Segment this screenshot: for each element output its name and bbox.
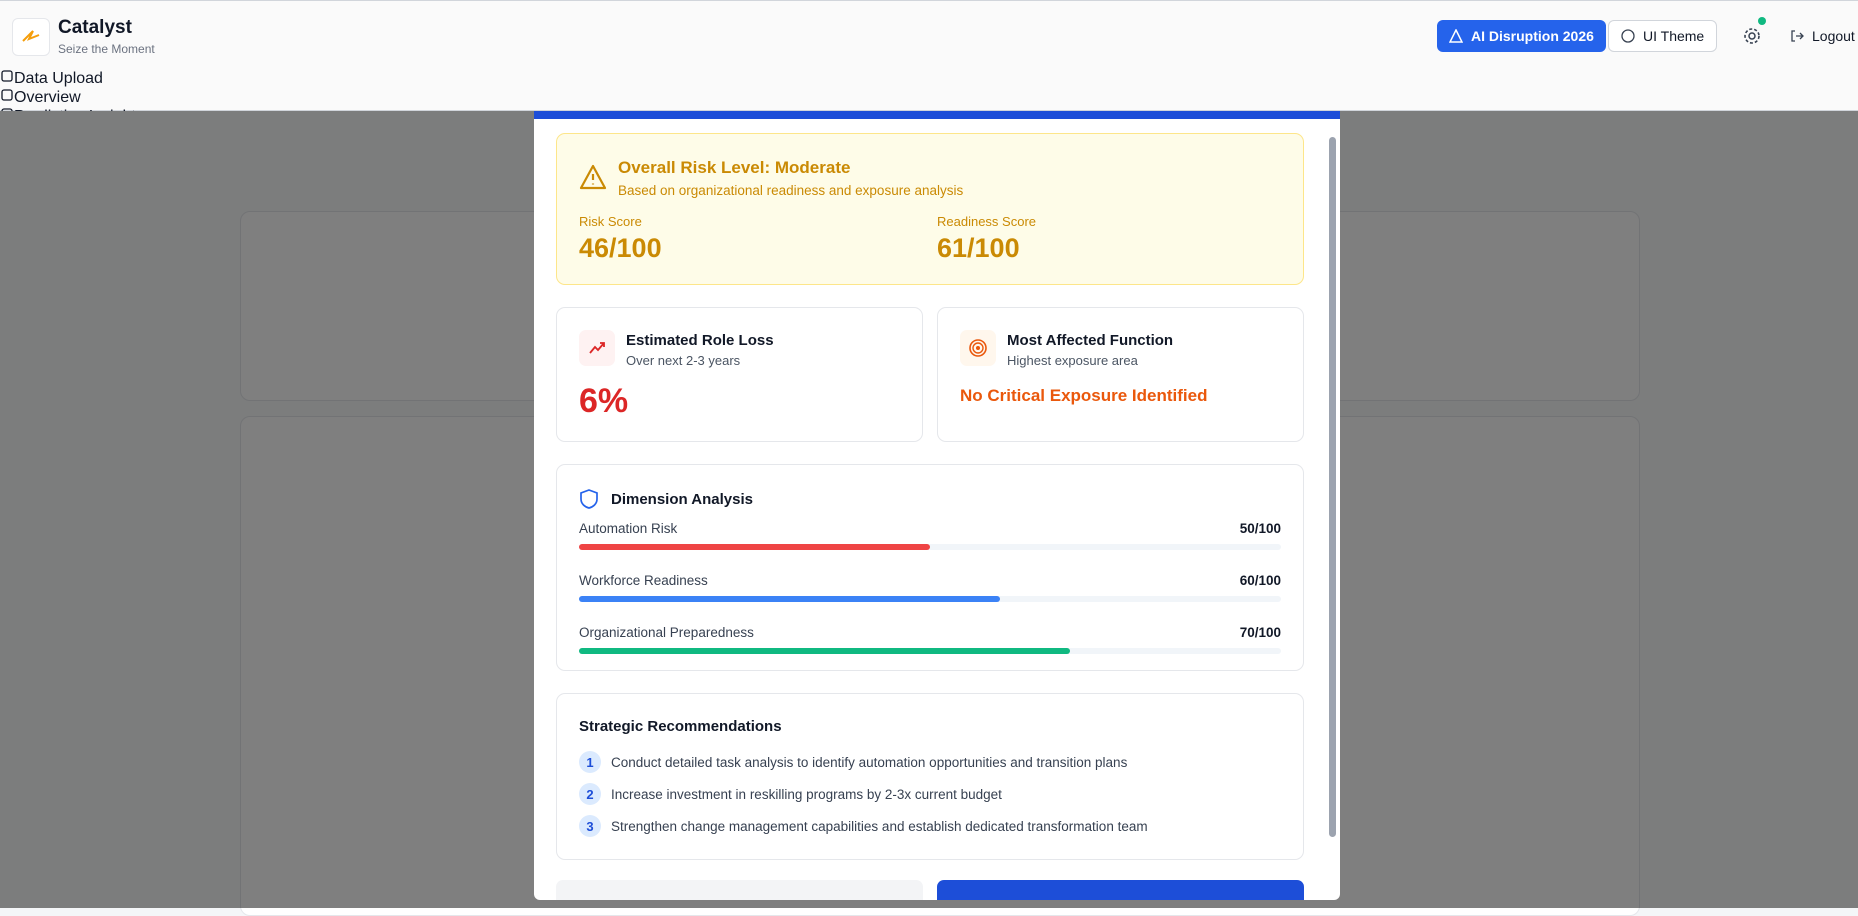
card-subtitle: Over next 2-3 years: [626, 353, 741, 368]
affected-value: No Critical Exposure Identified: [960, 386, 1208, 405]
target-icon: [969, 339, 987, 357]
logout-button[interactable]: Logout: [1778, 20, 1858, 52]
rec-number: 1: [579, 751, 601, 773]
card-title: Strategic Recommendations: [579, 718, 782, 735]
rec-text: Conduct detailed task analysis to identi…: [611, 754, 1128, 770]
rec-text: Increase investment in reskilling progra…: [611, 786, 1002, 802]
shield-icon: [580, 489, 598, 509]
app-name: Catalyst: [58, 17, 132, 38]
bar-fill: [579, 648, 1071, 654]
bar-track: [579, 544, 1281, 550]
tab[interactable]: Data Upload: [0, 69, 1858, 88]
header: Catalyst Seize the Moment AI Disruption …: [0, 0, 1858, 69]
palette-icon: [1621, 29, 1635, 43]
tab[interactable]: Overview: [0, 88, 1858, 107]
icon-box: [579, 330, 615, 366]
score-value: 46/100: [579, 233, 662, 263]
card-title: Estimated Role Loss: [626, 332, 774, 349]
dimension-card: Dimension Analysis Automation Risk 50/100…: [556, 464, 1304, 671]
tab-label: Overview: [14, 89, 81, 106]
dimension-value: 50/100: [1239, 521, 1281, 536]
tab-icon: [1, 70, 13, 82]
modal: Overall Risk Level: Moderate Based on or…: [534, 111, 1340, 900]
score-label: Readiness Score: [937, 214, 1036, 229]
scroll-thumb[interactable]: [1329, 137, 1336, 837]
dimension-header: Workforce Readiness 60/100: [579, 573, 1281, 588]
dimension-header: Automation Risk 50/100: [579, 521, 1281, 536]
role-loss-card: Estimated Role Loss Over next 2-3 years …: [556, 307, 923, 442]
button-label: UI Theme: [1643, 28, 1705, 44]
rec-number: 3: [579, 815, 601, 837]
button-label: Logout: [1812, 28, 1855, 44]
ai-disruption-button[interactable]: AI Disruption 2026: [1437, 20, 1606, 52]
ui-theme-button[interactable]: UI Theme: [1608, 20, 1718, 52]
card-title: Dimension Analysis: [611, 490, 753, 508]
dimension-name: Organizational Preparedness: [579, 625, 754, 640]
score-label: Risk Score: [579, 214, 642, 229]
tab-bar: Data UploadOverviewPredictive InsightsSc…: [0, 69, 1858, 163]
dimension-row: Automation Risk 50/100: [579, 521, 1281, 550]
gear-icon: [1744, 28, 1760, 44]
button-label: AI Disruption 2026: [1471, 28, 1594, 44]
dimension-value: 60/100: [1239, 573, 1281, 588]
risk-title: Overall Risk Level: Moderate: [618, 158, 851, 177]
bar-fill: [579, 596, 1001, 602]
bar-fill: [579, 544, 930, 550]
logout-icon: [1791, 30, 1804, 42]
icon-box: [960, 330, 996, 366]
affected-function-card: Most Affected Function Highest exposure …: [937, 307, 1304, 442]
rec-text: Strengthen change management capabilitie…: [611, 818, 1148, 834]
recommendation: 1 Conduct detailed task analysis to ident…: [579, 751, 1281, 773]
recommendation: 2 Increase investment in reskilling progr…: [579, 783, 1281, 805]
recommendation: 3 Strengthen change management capabiliti…: [579, 815, 1281, 837]
risk-panel: Overall Risk Level: Moderate Based on or…: [556, 133, 1304, 285]
card-title: Most Affected Function: [1007, 332, 1174, 349]
primary-button[interactable]: [937, 880, 1304, 900]
rec-number: 2: [579, 783, 601, 805]
status-dot: [1758, 17, 1766, 25]
logo-icon: [22, 30, 40, 42]
trend-icon: [589, 342, 605, 354]
settings-button[interactable]: [1732, 20, 1772, 52]
dimension-value: 70/100: [1239, 625, 1281, 640]
tagline: Seize the Moment: [58, 42, 155, 56]
logo[interactable]: [12, 18, 50, 56]
bar-track: [579, 648, 1281, 654]
warning-icon: [579, 164, 607, 190]
dimension-row: Organizational Preparedness 70/100: [579, 625, 1281, 654]
bar-track: [579, 596, 1281, 602]
risk-subtitle: Based on organizational readiness and ex…: [618, 183, 964, 198]
tab-label: Data Upload: [14, 70, 103, 87]
score-value: 61/100: [937, 233, 1020, 263]
scrollbar[interactable]: [1326, 119, 1338, 900]
dimension-name: Automation Risk: [579, 521, 678, 536]
role-loss-value: 6%: [579, 382, 629, 420]
tab-icon: [1, 89, 13, 101]
card-subtitle: Highest exposure area: [1007, 353, 1138, 368]
dimension-name: Workforce Readiness: [579, 573, 708, 588]
warning-icon: [1449, 29, 1463, 43]
dimension-row: Workforce Readiness 60/100: [579, 573, 1281, 602]
dimension-header: Organizational Preparedness 70/100: [579, 625, 1281, 640]
recommendations-card: Strategic Recommendations 1 Conduct detai…: [556, 693, 1304, 860]
secondary-button[interactable]: [556, 880, 923, 900]
